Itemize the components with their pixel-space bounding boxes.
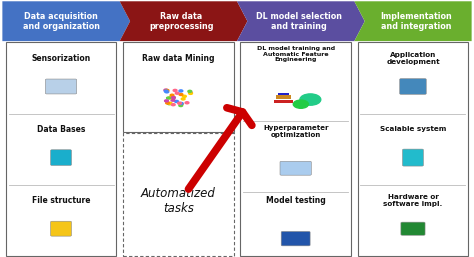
Circle shape bbox=[175, 100, 179, 103]
Circle shape bbox=[181, 98, 185, 100]
Circle shape bbox=[179, 90, 183, 92]
Polygon shape bbox=[119, 1, 247, 41]
Circle shape bbox=[189, 92, 192, 94]
Text: DL model selection
and training: DL model selection and training bbox=[256, 12, 342, 31]
Circle shape bbox=[189, 92, 192, 94]
Circle shape bbox=[166, 97, 170, 99]
Text: Hyperparameter
optimization: Hyperparameter optimization bbox=[263, 125, 328, 139]
Circle shape bbox=[165, 91, 169, 93]
FancyBboxPatch shape bbox=[281, 232, 310, 246]
FancyBboxPatch shape bbox=[278, 93, 290, 95]
Circle shape bbox=[164, 90, 168, 92]
Circle shape bbox=[175, 92, 179, 94]
Circle shape bbox=[172, 97, 175, 99]
Circle shape bbox=[182, 95, 186, 97]
Text: Scalable system: Scalable system bbox=[380, 126, 446, 132]
Circle shape bbox=[169, 97, 173, 99]
FancyBboxPatch shape bbox=[51, 221, 72, 236]
FancyBboxPatch shape bbox=[6, 42, 117, 256]
Circle shape bbox=[185, 102, 189, 104]
FancyBboxPatch shape bbox=[274, 100, 293, 103]
Text: Raw data Mining: Raw data Mining bbox=[142, 54, 215, 63]
Text: Data acquisition
and organization: Data acquisition and organization bbox=[23, 12, 100, 31]
FancyBboxPatch shape bbox=[400, 79, 426, 94]
FancyBboxPatch shape bbox=[240, 42, 351, 256]
Polygon shape bbox=[2, 1, 130, 41]
Circle shape bbox=[179, 103, 183, 105]
Circle shape bbox=[164, 89, 168, 91]
Circle shape bbox=[166, 102, 170, 104]
Text: Data Bases: Data Bases bbox=[37, 125, 85, 134]
Circle shape bbox=[179, 94, 183, 96]
Polygon shape bbox=[354, 1, 472, 41]
FancyBboxPatch shape bbox=[402, 149, 423, 166]
Circle shape bbox=[173, 89, 177, 91]
FancyBboxPatch shape bbox=[123, 133, 234, 256]
FancyBboxPatch shape bbox=[123, 42, 234, 132]
Circle shape bbox=[300, 94, 321, 105]
FancyBboxPatch shape bbox=[46, 79, 77, 94]
Polygon shape bbox=[237, 1, 365, 41]
FancyBboxPatch shape bbox=[51, 150, 72, 166]
Text: DL model training and
Automatic Feature
Engineering: DL model training and Automatic Feature … bbox=[256, 46, 335, 62]
Circle shape bbox=[172, 104, 175, 106]
Circle shape bbox=[165, 89, 169, 91]
Circle shape bbox=[170, 94, 174, 96]
FancyBboxPatch shape bbox=[276, 95, 292, 99]
Text: Application
development: Application development bbox=[386, 52, 440, 65]
Text: File structure: File structure bbox=[32, 196, 90, 205]
Text: Model testing: Model testing bbox=[266, 196, 326, 205]
Circle shape bbox=[164, 100, 168, 102]
Circle shape bbox=[178, 102, 182, 104]
FancyBboxPatch shape bbox=[401, 222, 425, 235]
Text: Raw data
preprocessing: Raw data preprocessing bbox=[149, 12, 214, 31]
Circle shape bbox=[188, 90, 191, 92]
FancyBboxPatch shape bbox=[280, 161, 311, 175]
Circle shape bbox=[179, 103, 183, 105]
Circle shape bbox=[171, 97, 175, 99]
Circle shape bbox=[168, 102, 172, 104]
Text: Automatized
tasks: Automatized tasks bbox=[141, 187, 216, 215]
Text: Sensorization: Sensorization bbox=[31, 53, 91, 62]
Text: Hardware or
software impl.: Hardware or software impl. bbox=[383, 194, 443, 207]
Circle shape bbox=[167, 103, 171, 105]
FancyBboxPatch shape bbox=[357, 42, 468, 256]
Circle shape bbox=[171, 99, 175, 101]
Text: Implementation
and integration: Implementation and integration bbox=[380, 12, 452, 31]
Circle shape bbox=[179, 105, 182, 107]
Circle shape bbox=[293, 100, 309, 108]
